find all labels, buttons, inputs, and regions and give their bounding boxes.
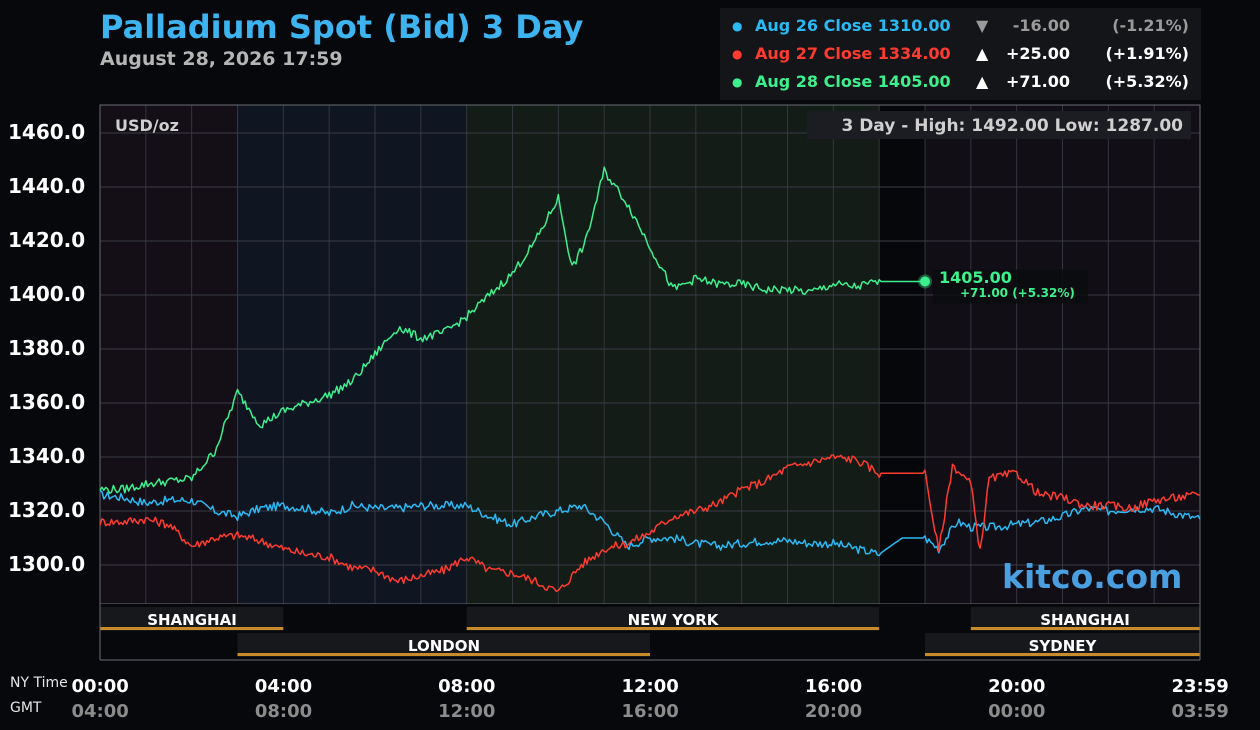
legend-row-aug26[interactable]: ● Aug 26 Close 1310.00 ▼ -16.00 (-1.21%) [720, 16, 1201, 44]
newyork-session-shade [466, 105, 880, 604]
legend-change: +25.00 [1005, 44, 1070, 63]
unit-label: USD/oz [115, 116, 179, 135]
y-tick-label: 1340.0 [8, 444, 86, 468]
legend-percent: (-1.21%) [1112, 16, 1189, 35]
up-arrow-icon: ▲ [976, 72, 989, 91]
legend-change: +71.00 [1005, 72, 1070, 91]
high-low-box: 3 Day - High: 1492.00 Low: 1287.00 [807, 111, 1191, 139]
x-tick-label-gmt: 03:59 [1171, 701, 1229, 722]
legend-row-aug28[interactable]: ● Aug 28 Close 1405.00 ▲ +71.00 (+5.32%) [720, 72, 1201, 100]
session-bar [925, 653, 1200, 656]
y-tick-label: 1440.0 [8, 174, 86, 198]
session-bar [970, 627, 1200, 630]
session-bar [237, 653, 650, 656]
y-tick-label: 1460.0 [8, 120, 86, 144]
gmt-axis-label: GMT [10, 700, 42, 716]
up-arrow-icon: ▲ [976, 44, 989, 63]
legend-percent: (+1.91%) [1105, 44, 1189, 63]
ny-time-axis-label: NY Time [10, 675, 68, 691]
last-change-label: +71.00 (+5.32%) [960, 286, 1075, 300]
x-tick-label-ny: 00:00 [71, 676, 129, 697]
session-label-shanghai: SHANGHAI [1040, 611, 1130, 629]
x-tick-label-gmt: 20:00 [804, 701, 863, 722]
x-tick-label-ny: 16:00 [804, 676, 863, 697]
x-tick-label-ny: 20:00 [988, 676, 1046, 697]
session-label-new-york: NEW YORK [627, 611, 719, 629]
chart-timestamp: August 28, 2026 17:59 [100, 48, 343, 70]
y-tick-label: 1300.0 [8, 552, 86, 576]
x-tick-label-gmt: 00:00 [988, 701, 1046, 722]
chart-title: Palladium Spot (Bid) 3 Day [100, 8, 584, 46]
legend: ● Aug 26 Close 1310.00 ▼ -16.00 (-1.21%)… [720, 8, 1201, 100]
session-bar [466, 627, 880, 630]
x-tick-label-ny: 12:00 [621, 676, 679, 697]
legend-dot-icon: ● [732, 19, 743, 33]
series-line-0 [100, 490, 1201, 557]
x-tick-label-ny: 04:00 [254, 676, 313, 697]
legend-label: Aug 26 Close 1310.00 [755, 16, 951, 35]
kitco-watermark: kitco.com [1002, 557, 1183, 596]
legend-dot-icon: ● [732, 47, 743, 61]
x-tick-label-ny: 08:00 [438, 676, 496, 697]
y-tick-label: 1400.0 [8, 282, 86, 306]
series-line-1 [99, 454, 1201, 593]
y-tick-label: 1320.0 [8, 498, 86, 522]
down-arrow-icon: ▼ [976, 16, 989, 35]
last-price-label: 1405.00 [939, 268, 1012, 287]
y-tick-label: 1380.0 [8, 336, 86, 360]
last-price-box [933, 269, 1088, 304]
london-session-shade [237, 105, 467, 604]
x-tick-label-gmt: 04:00 [71, 701, 129, 722]
x-tick-label-gmt: 08:00 [254, 701, 313, 722]
last-price-marker [920, 276, 930, 287]
high-low-text: 3 Day - High: 1492.00 Low: 1287.00 [841, 116, 1183, 136]
y-tick-label: 1360.0 [8, 390, 86, 414]
x-tick-label-gmt: 12:00 [438, 701, 496, 722]
session-label-sydney: SYDNEY [1028, 637, 1097, 655]
session-label-london: LONDON [407, 637, 481, 655]
y-tick-label: 1420.0 [8, 228, 86, 252]
x-tick-label-gmt: 16:00 [621, 701, 679, 722]
legend-dot-icon: ● [732, 75, 743, 89]
legend-change: -16.00 [1012, 16, 1070, 35]
legend-label: Aug 28 Close 1405.00 [755, 72, 951, 91]
legend-percent: (+5.32%) [1105, 72, 1189, 91]
legend-label: Aug 27 Close 1334.00 [755, 44, 951, 63]
series-line-2 [99, 166, 925, 494]
market-closed-shade [879, 105, 925, 604]
x-tick-label-ny: 23:59 [1171, 676, 1229, 697]
session-label-shanghai: SHANGHAI [147, 611, 237, 629]
legend-row-aug27[interactable]: ● Aug 27 Close 1334.00 ▲ +25.00 (+1.91%) [720, 44, 1201, 72]
session-bar [100, 627, 284, 630]
